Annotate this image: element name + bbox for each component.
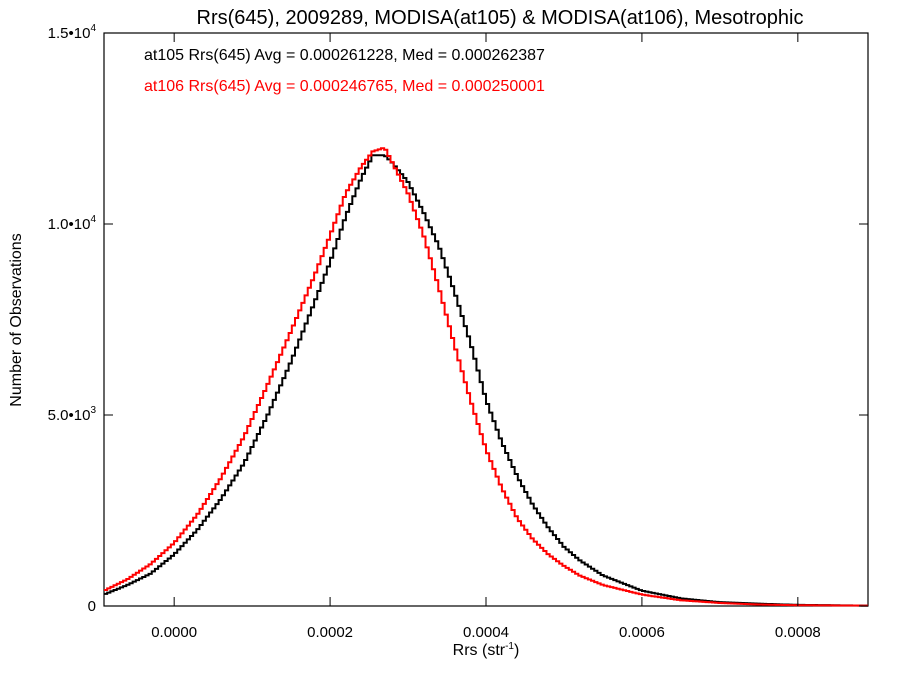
x-tick-label: 0.0002: [307, 624, 353, 641]
y-tick-label-exponent: 3: [90, 405, 96, 416]
y-tick-label-exponent: 4: [90, 23, 96, 34]
x-axis-label: Rrs (str-1): [453, 641, 520, 659]
x-axis-label-base: Rrs (str: [453, 642, 506, 659]
x-tick-label: 0.0004: [463, 624, 509, 641]
series-layer: [104, 147, 868, 607]
series-line-1: [104, 147, 868, 607]
y-tick-label-base: 1.0•10: [48, 216, 91, 233]
x-tick-label: 0.0000: [151, 624, 197, 641]
chart-title: Rrs(645), 2009289, MODISA(at105) & MODIS…: [197, 7, 804, 29]
y-tick-label: 5.0•103: [48, 405, 97, 424]
annotation-at105: at105 Rrs(645) Avg = 0.000261228, Med = …: [144, 47, 545, 64]
y-axis-label: Number of Observations: [8, 233, 25, 406]
x-axis-label-close: ): [514, 642, 519, 659]
x-axis-label-exponent: -1: [505, 641, 514, 652]
x-tick-label: 0.0006: [619, 624, 665, 641]
y-tick-label: 0: [88, 598, 96, 615]
annotation-at106: at106 Rrs(645) Avg = 0.000246765, Med = …: [144, 78, 545, 95]
y-tick-label-base: 1.5•10: [48, 25, 91, 42]
series-line-0: [104, 154, 868, 607]
y-tick-label: 1.5•104: [48, 23, 97, 42]
plot-area-frame: [103, 32, 869, 607]
y-tick-label: 1.0•104: [48, 214, 97, 233]
y-tick-label-base: 0: [88, 598, 96, 615]
y-tick-label-exponent: 4: [90, 214, 96, 225]
x-tick-label: 0.0008: [775, 624, 821, 641]
axis-ticks: 0.0000 0.0002 0.0004 0.0006 0.0008 0 5.0•103 1.…: [48, 23, 868, 641]
y-tick-label-base: 5.0•10: [48, 407, 91, 424]
